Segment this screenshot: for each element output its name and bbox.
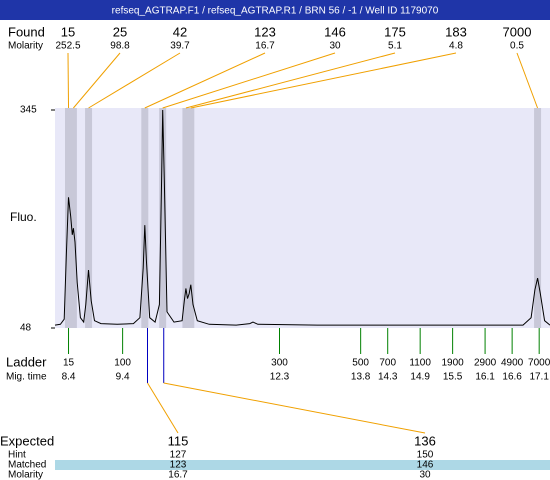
hint: 127	[170, 450, 187, 461]
found-molarity: 0.5	[510, 41, 524, 52]
found-molarity: 5.1	[388, 41, 402, 52]
peak-band	[534, 108, 542, 328]
ladder-label: Ladder	[6, 354, 47, 369]
peak-band	[159, 108, 167, 328]
ladder-size: 7000	[528, 358, 550, 369]
y-tick-label: 48	[20, 323, 32, 334]
peak-band	[85, 108, 93, 328]
found-molarity: 16.7	[255, 41, 275, 52]
expected-molarity: 30	[419, 470, 431, 480]
mig-time: 9.4	[116, 372, 130, 383]
title: refseq_AGTRAP.F1 / refseq_AGTRAP.R1 / BR…	[112, 6, 439, 17]
plot-area	[55, 108, 550, 328]
found-leader	[73, 52, 121, 109]
found-molarity: 252.5	[55, 41, 80, 52]
mig-time: 14.3	[378, 372, 398, 383]
trace	[54, 109, 550, 326]
peak-band	[187, 108, 195, 328]
expected-size: 136	[414, 433, 436, 448]
expected-molarity: 16.7	[168, 470, 188, 480]
expected-leader	[147, 382, 179, 434]
y-label: Fluo.	[10, 210, 37, 224]
title-bar	[0, 0, 550, 20]
mig-time: 14.9	[410, 372, 430, 383]
found-leader	[516, 52, 539, 109]
found-leader	[88, 52, 181, 109]
found-size: 123	[254, 24, 276, 39]
hint: 150	[417, 450, 434, 461]
found-size: 183	[445, 24, 467, 39]
found-size: 7000	[503, 24, 532, 39]
molarity-label: Molarity	[8, 470, 43, 480]
found-size: 42	[173, 24, 187, 39]
matched: 146	[417, 460, 434, 471]
matched-label: Matched	[8, 460, 46, 471]
found-leader	[185, 52, 396, 109]
mig-time: 16.1	[475, 372, 495, 383]
peak-band	[69, 108, 77, 328]
expected-size: 115	[168, 433, 189, 448]
ladder-size: 1100	[409, 358, 431, 369]
ladder-size: 1900	[441, 358, 464, 369]
matched: 123	[170, 460, 187, 471]
found-molarity: 30	[329, 41, 341, 52]
found-label: Found	[8, 24, 45, 39]
matched-row	[55, 460, 550, 470]
ladder-size: 100	[114, 358, 131, 369]
mig-time: 15.5	[443, 372, 463, 383]
found-size: 175	[384, 24, 406, 39]
mig-time: 13.8	[351, 372, 371, 383]
found-leader	[162, 52, 336, 109]
mig-time: 17.1	[529, 372, 549, 383]
y-tick-label: 345	[20, 105, 37, 116]
peak-band	[182, 108, 190, 328]
found-molarity: 98.8	[110, 41, 130, 52]
mig-time-label: Mig. time	[6, 372, 47, 383]
ladder-size: 15	[63, 358, 75, 369]
mig-time: 8.4	[62, 372, 76, 383]
expected-label: Expected	[0, 433, 54, 448]
found-leader	[67, 52, 70, 109]
ladder-size: 2900	[474, 358, 497, 369]
found-leader	[190, 52, 457, 109]
peak-band	[65, 108, 73, 328]
found-molarity-label: Molarity	[8, 41, 43, 52]
mig-time: 12.3	[270, 372, 290, 383]
hint-label: Hint	[8, 450, 26, 461]
found-molarity: 39.7	[170, 41, 190, 52]
found-size: 146	[324, 24, 346, 39]
ladder-size: 300	[271, 358, 288, 369]
found-molarity: 4.8	[449, 41, 463, 52]
found-size: 15	[61, 24, 75, 39]
ladder-size: 4900	[501, 358, 524, 369]
ladder-size: 500	[352, 358, 369, 369]
ladder-size: 700	[379, 358, 396, 369]
found-size: 25	[113, 24, 127, 39]
peak-band	[141, 108, 149, 328]
found-leader	[144, 52, 266, 109]
mig-time: 16.6	[502, 372, 522, 383]
expected-leader	[163, 382, 426, 434]
